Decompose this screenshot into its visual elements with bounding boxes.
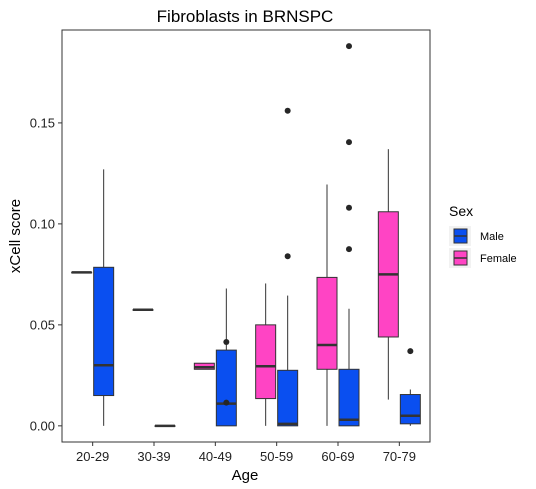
legend: Sex Male Female — [449, 203, 517, 268]
male-box-70-79 — [399, 348, 421, 426]
male-box-body — [277, 369, 299, 427]
legend-label-female: Female — [480, 253, 517, 265]
male-outlier-point — [223, 339, 230, 346]
y-tick-label: 0.00 — [30, 418, 55, 433]
male-outlier-point — [346, 246, 352, 253]
y-tick-label: 0.10 — [30, 216, 55, 231]
box-layer — [71, 43, 421, 428]
x-tick-label: 30-39 — [137, 449, 170, 464]
x-tick-label: 40-49 — [199, 449, 232, 464]
female-box-30-39 — [132, 308, 154, 311]
female-box-50-59 — [255, 283, 277, 426]
male-box-body — [399, 394, 421, 425]
female-box-body — [255, 324, 277, 400]
x-axis-title: Age — [232, 467, 259, 484]
x-tick-label: 50-59 — [260, 449, 293, 464]
female-box-70-79 — [377, 149, 399, 400]
male-outlier-point — [284, 253, 291, 260]
male-box-body — [93, 266, 115, 397]
male-box-30-39 — [154, 424, 176, 428]
x-tick-label: 20-29 — [76, 449, 109, 464]
male-outlier-point — [346, 139, 352, 146]
female-box-20-29 — [71, 271, 93, 274]
male-box-40-49 — [215, 288, 237, 427]
y-axis: 0.00 0.05 0.10 0.15 — [30, 115, 62, 433]
y-axis-title: xCell score — [7, 199, 24, 273]
male-outlier-point — [284, 107, 291, 114]
male-box-20-29 — [93, 169, 115, 426]
male-outlier-point — [407, 348, 414, 355]
female-box-60-69 — [316, 184, 338, 426]
female-box-40-49 — [193, 362, 215, 370]
female-box-body — [316, 276, 338, 370]
male-outlier-point — [223, 399, 230, 406]
male-box-50-59 — [277, 107, 299, 427]
male-box-body — [215, 349, 237, 427]
legend-title: Sex — [449, 203, 473, 219]
x-axis: 20-29 30-39 40-49 50-59 60-69 70-79 — [76, 442, 416, 464]
x-tick-label: 70-79 — [383, 449, 416, 464]
male-box-60-69 — [338, 43, 360, 427]
chart-title: Fibroblasts in BRNSPC — [157, 7, 334, 26]
male-outlier-point — [346, 43, 352, 50]
y-tick-label: 0.05 — [30, 317, 55, 332]
y-tick-label: 0.15 — [30, 115, 55, 130]
male-outlier-point — [346, 204, 352, 211]
male-box-body — [338, 368, 360, 427]
x-tick-label: 60-69 — [321, 449, 354, 464]
legend-label-male: Male — [480, 231, 504, 243]
plot-panel — [61, 29, 431, 443]
